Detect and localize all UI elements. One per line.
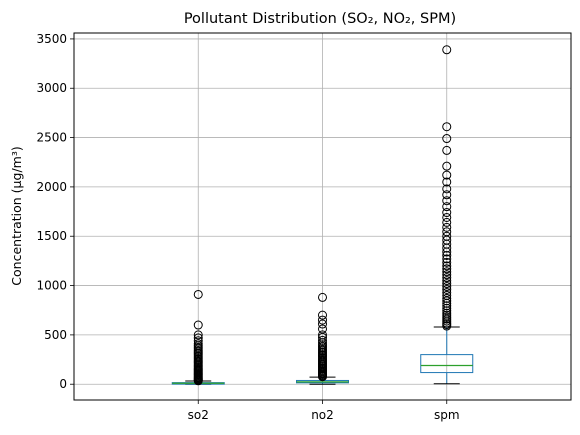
y-tick-label: 3000 [36, 81, 67, 95]
outlier-point [442, 261, 452, 271]
outlier-point [442, 254, 452, 264]
box-no2 [296, 292, 349, 385]
outlier-point [318, 292, 327, 302]
y-tick-label: 1000 [36, 279, 67, 293]
outlier-point [442, 264, 452, 274]
outlier-point [442, 308, 452, 318]
outlier-point [442, 122, 452, 132]
outlier-point [442, 196, 452, 206]
outlier-point [442, 293, 452, 303]
y-tick-label: 500 [44, 328, 67, 342]
outlier-point [318, 315, 327, 325]
outlier-point [442, 134, 452, 144]
outlier-point [442, 290, 452, 300]
box-spm [420, 45, 474, 385]
outlier-point [442, 227, 452, 237]
x-tick-label-no2: no2 [311, 408, 334, 422]
outlier-point [442, 45, 452, 55]
outlier-point [318, 330, 327, 340]
y-tick-label: 1500 [36, 229, 67, 243]
outlier-point [442, 276, 452, 286]
plot-frame [73, 32, 572, 401]
outlier-point [442, 287, 452, 297]
outlier-point [318, 310, 327, 320]
y-tick-label: 2000 [36, 180, 67, 194]
outlier-point [442, 257, 452, 267]
outlier-point [193, 289, 203, 299]
outlier-point [442, 306, 452, 316]
outlier-point [193, 320, 203, 330]
x-tick-label-so2: so2 [188, 408, 209, 422]
y-tick-label: 2500 [36, 131, 67, 145]
box-iqr [420, 354, 474, 374]
outlier-point [318, 324, 327, 334]
outlier-point [442, 145, 452, 155]
x-axis-ticks: so2 no2 spm [188, 400, 460, 422]
outlier-point [442, 279, 452, 289]
outlier-point [442, 301, 452, 311]
outlier-point [442, 177, 452, 187]
outlier-point [442, 161, 452, 171]
outlier-point [442, 273, 452, 283]
outlier-point [442, 217, 452, 227]
outlier-point [442, 282, 452, 292]
outlier-point [442, 270, 452, 280]
outlier-point [442, 202, 452, 212]
y-axis-label: Concentration (µg/m³) [9, 146, 24, 285]
outlier-point [193, 330, 203, 340]
outlier-point [193, 333, 203, 343]
chart-title: Pollutant Distribution (SO₂, NO₂, SPM) [184, 11, 456, 27]
x-tick-label-spm: spm [434, 408, 460, 422]
outlier-point [442, 303, 452, 313]
boxes-layer [171, 45, 474, 386]
outlier-point [442, 250, 452, 260]
outlier-point [442, 190, 452, 200]
outlier-point [442, 184, 452, 194]
outlier-point [318, 319, 327, 329]
outlier-point [442, 170, 452, 180]
outlier-point [193, 339, 203, 349]
outlier-point [442, 212, 452, 222]
box-so2 [171, 289, 225, 386]
outlier-point [442, 267, 452, 277]
outlier-point [318, 335, 327, 345]
y-axis-ticks: 0 500 1000 1500 2000 2500 3000 3500 [36, 32, 74, 391]
y-tick-label: 3500 [36, 32, 67, 46]
outlier-point [442, 222, 452, 232]
outlier-point [442, 231, 452, 241]
outlier-point [442, 208, 452, 218]
outlier-point [442, 285, 452, 295]
outlier-point [193, 336, 203, 346]
y-tick-label: 0 [59, 377, 67, 391]
